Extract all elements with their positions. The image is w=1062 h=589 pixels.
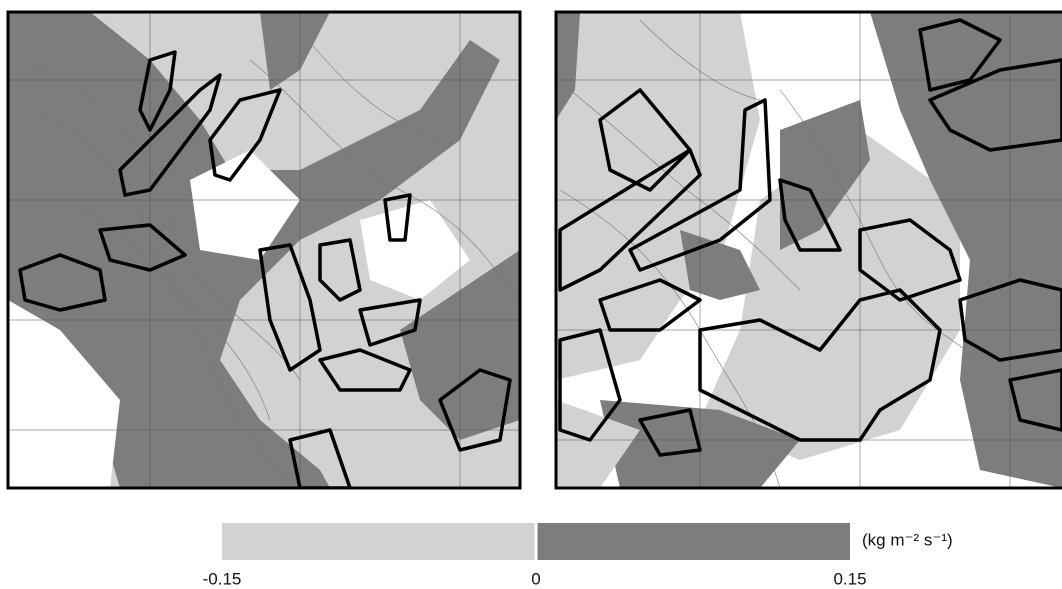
colorbar-segment bbox=[222, 523, 535, 560]
colorbar-tick-label: 0.15 bbox=[833, 569, 866, 588]
colorbar-label: (kg m⁻² s⁻¹) bbox=[862, 530, 953, 549]
page: -0.1500.15 (kg m⁻² s⁻¹) (() => { const d… bbox=[0, 0, 1062, 589]
colorbar: -0.15 0 0.15 bbox=[203, 523, 867, 588]
figure: -0.15 0 0.15 (kg m⁻² s⁻¹) bbox=[0, 0, 1062, 589]
left-map bbox=[8, 12, 520, 488]
colorbar-segment bbox=[538, 523, 851, 560]
right-map bbox=[556, 12, 1062, 488]
colorbar-tick-label: 0 bbox=[531, 569, 540, 588]
colorbar-tick-label: -0.15 bbox=[203, 569, 242, 588]
